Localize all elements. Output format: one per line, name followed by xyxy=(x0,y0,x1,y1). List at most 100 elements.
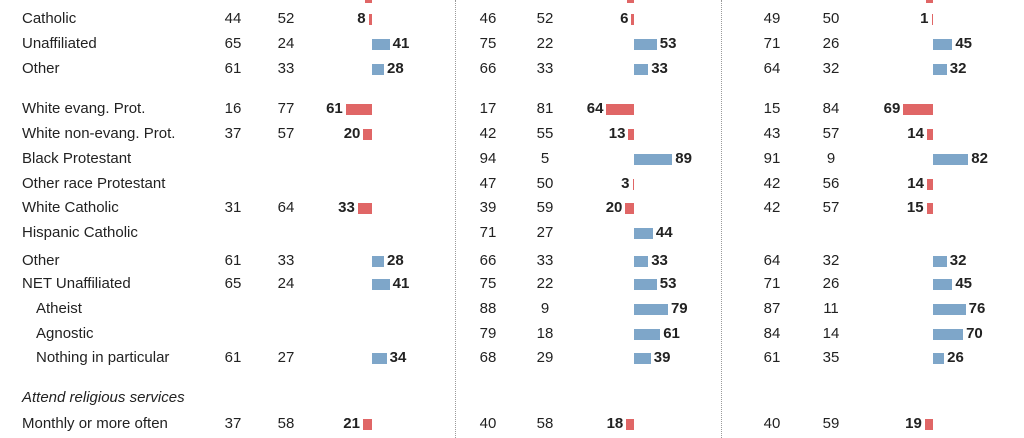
cell-value: 37 xyxy=(224,125,242,142)
bar-value-label: 33 xyxy=(651,60,668,77)
cell-value: 88 xyxy=(479,300,497,317)
bar-value-label: 69 xyxy=(883,100,901,117)
cell-value: 87 xyxy=(763,300,781,317)
cell-value: 55% xyxy=(525,0,565,4)
bar-positive xyxy=(634,64,649,75)
cell-value: 52 xyxy=(277,10,295,27)
bar-positive xyxy=(372,279,390,290)
cell-value: 42 xyxy=(763,175,781,192)
bar-negative xyxy=(365,0,372,3)
cell-value: 68 xyxy=(479,349,497,366)
cell-value: 52 xyxy=(536,10,554,27)
bar-value-label: 28 xyxy=(387,60,404,77)
bar-value-label: 61 xyxy=(663,325,680,342)
cell-value: 9 xyxy=(540,300,550,317)
bar-positive xyxy=(372,256,385,267)
row-label: Unaffiliated xyxy=(22,35,97,52)
bar-value-label: 20 xyxy=(343,125,361,142)
bar-value-label: 41 xyxy=(392,275,410,292)
cell-value: 27 xyxy=(536,224,554,241)
bar-value-label: 8 xyxy=(357,10,366,27)
bar-negative xyxy=(926,0,933,3)
cell-value: 22 xyxy=(536,35,554,52)
cell-value: 65 xyxy=(224,35,242,52)
row-label: Agnostic xyxy=(36,325,94,342)
cell-value: 26 xyxy=(822,275,840,292)
bar-positive xyxy=(372,39,390,50)
bar-value-label: 15 xyxy=(906,199,924,216)
bar-value-label: 15 xyxy=(899,0,916,4)
bar-value-label: 39 xyxy=(653,349,671,366)
cell-value: 33 xyxy=(536,60,554,77)
cell-value: 35 xyxy=(822,349,840,366)
bar-negative xyxy=(931,14,933,25)
cell-value: 37 xyxy=(224,415,242,432)
cell-value: 14 xyxy=(822,325,840,342)
cell-value: 17 xyxy=(479,100,497,117)
bar-value-label: 26 xyxy=(947,349,964,366)
cell-value: 40 xyxy=(479,415,497,432)
bar-value-label: 6 xyxy=(620,10,629,27)
column-separator xyxy=(455,0,456,438)
cell-value: 56 xyxy=(822,175,840,192)
row-label: White evang. Prot. xyxy=(22,100,146,117)
cell-value: 16 xyxy=(224,100,242,117)
cell-value: 61 xyxy=(763,349,781,366)
section-heading: Attend religious services xyxy=(22,389,185,406)
cell-value: 57 xyxy=(822,125,840,142)
cell-value: 39 xyxy=(479,199,497,216)
bar-negative xyxy=(926,129,933,140)
row-label: Hispanic Catholic xyxy=(22,224,138,241)
cell-value: 64 xyxy=(763,60,781,77)
bar-negative xyxy=(625,203,634,214)
cell-value: 79 xyxy=(479,325,497,342)
bar-positive xyxy=(933,304,966,315)
cell-value: 64 xyxy=(277,199,295,216)
bar-value-label: 44 xyxy=(655,224,673,241)
bar-negative xyxy=(626,419,634,430)
bar-value-label: 34 xyxy=(389,349,407,366)
cell-value: 24 xyxy=(277,35,295,52)
row-label: Nothing in particular xyxy=(36,349,170,366)
bar-value-label: 45 xyxy=(955,35,973,52)
cell-value: 32 xyxy=(822,252,840,269)
bar-value-label: 33 xyxy=(338,199,355,216)
row-label: Other xyxy=(22,60,60,77)
cell-value: 47 xyxy=(479,175,497,192)
cell-value: 75 xyxy=(479,35,497,52)
cell-value: 64 xyxy=(763,252,781,269)
cell-value: 61 xyxy=(224,60,242,77)
cell-value: 50 xyxy=(822,10,840,27)
cell-value: 11 xyxy=(823,300,839,317)
bar-positive xyxy=(634,353,651,364)
cell-value: 40 xyxy=(763,415,781,432)
cell-value: 55% xyxy=(266,0,306,4)
cell-value: 84 xyxy=(763,325,781,342)
bar-positive xyxy=(933,39,953,50)
bar-positive xyxy=(634,228,653,239)
bar-positive xyxy=(634,329,661,340)
row-label: Atheist xyxy=(36,300,82,317)
bar-value-label: 89 xyxy=(675,150,692,167)
cell-value: 55% xyxy=(811,0,851,4)
bar-positive xyxy=(372,353,387,364)
cell-value: 59 xyxy=(822,415,840,432)
bar-value-label: 32 xyxy=(949,60,967,77)
bar-negative xyxy=(632,179,634,190)
cell-value: 66 xyxy=(479,60,497,77)
cell-value: 32 xyxy=(822,60,840,77)
bar-positive xyxy=(634,154,673,165)
cell-value: 5 xyxy=(540,150,550,167)
bar-negative xyxy=(368,14,372,25)
cell-value: 71 xyxy=(763,35,781,52)
cell-value: 33 xyxy=(536,252,554,269)
bar-positive xyxy=(634,304,668,315)
row-label: White non-evang. Prot. xyxy=(22,125,176,142)
row-label: NET Unaffiliated xyxy=(22,275,131,292)
bar-value-label: 14 xyxy=(907,175,924,192)
cell-value: 31 xyxy=(224,199,242,216)
cell-value: 42 xyxy=(479,125,497,142)
bar-negative xyxy=(606,104,634,115)
cell-value: 46 xyxy=(479,10,497,27)
cell-value: 57 xyxy=(277,125,295,142)
